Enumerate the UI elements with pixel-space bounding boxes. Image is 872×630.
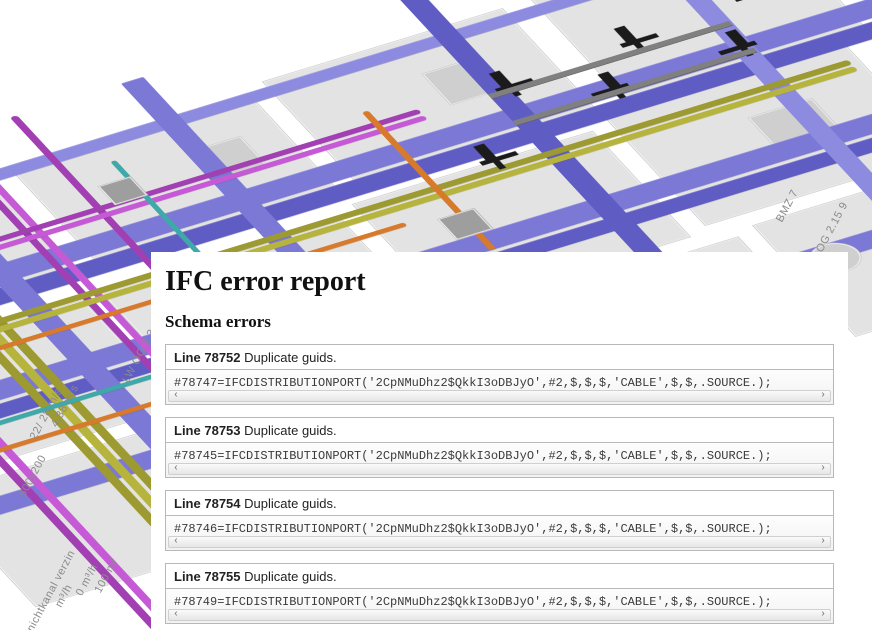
error-line-label: Line [174, 350, 201, 365]
scroll-right-icon[interactable]: › [818, 391, 828, 401]
report-section-title: Schema errors [165, 312, 834, 332]
error-block: Line 78752 Duplicate guids. #78747=IFCDI… [165, 344, 834, 405]
scroll-left-icon[interactable]: ‹ [171, 537, 181, 547]
error-header: Line 78752 Duplicate guids. [165, 344, 834, 369]
error-block: Line 78755 Duplicate guids. #78749=IFCDI… [165, 563, 834, 624]
error-code-text: #78747=IFCDISTRIBUTIONPORT('2CpNMuDhz2$Q… [174, 376, 772, 390]
error-block: Line 78753 Duplicate guids. #78745=IFCDI… [165, 417, 834, 478]
ifc-error-report-panel: IFC error report Schema errors Line 7875… [151, 252, 848, 630]
error-line-number: 78755 [204, 569, 240, 584]
horizontal-scrollbar[interactable]: ‹ › [168, 390, 831, 402]
scroll-right-icon[interactable]: › [818, 610, 828, 620]
error-code-text: #78746=IFCDISTRIBUTIONPORT('2CpNMuDhz2$Q… [174, 522, 772, 536]
error-message: Duplicate guids. [244, 423, 337, 438]
error-message: Duplicate guids. [244, 569, 337, 584]
error-message: Duplicate guids. [244, 350, 337, 365]
error-line-label: Line [174, 569, 201, 584]
error-code[interactable]: #78747=IFCDISTRIBUTIONPORT('2CpNMuDhz2$Q… [165, 369, 834, 405]
error-code-text: #78749=IFCDISTRIBUTIONPORT('2CpNMuDhz2$Q… [174, 595, 772, 609]
horizontal-scrollbar[interactable]: ‹ › [168, 463, 831, 475]
error-code[interactable]: #78745=IFCDISTRIBUTIONPORT('2CpNMuDhz2$Q… [165, 442, 834, 478]
error-line-number: 78752 [204, 350, 240, 365]
error-line-number: 78753 [204, 423, 240, 438]
scroll-right-icon[interactable]: › [818, 464, 828, 474]
error-header: Line 78753 Duplicate guids. [165, 417, 834, 442]
horizontal-scrollbar[interactable]: ‹ › [168, 536, 831, 548]
error-code[interactable]: #78749=IFCDISTRIBUTIONPORT('2CpNMuDhz2$Q… [165, 588, 834, 624]
report-title: IFC error report [165, 266, 834, 298]
error-header: Line 78754 Duplicate guids. [165, 490, 834, 515]
scroll-left-icon[interactable]: ‹ [171, 610, 181, 620]
error-header: Line 78755 Duplicate guids. [165, 563, 834, 588]
scroll-right-icon[interactable]: › [818, 537, 828, 547]
error-code[interactable]: #78746=IFCDISTRIBUTIONPORT('2CpNMuDhz2$Q… [165, 515, 834, 551]
error-code-text: #78745=IFCDISTRIBUTIONPORT('2CpNMuDhz2$Q… [174, 449, 772, 463]
horizontal-scrollbar[interactable]: ‹ › [168, 609, 831, 621]
error-line-number: 78754 [204, 496, 240, 511]
error-message: Duplicate guids. [244, 496, 337, 511]
error-line-label: Line [174, 496, 201, 511]
error-block: Line 78754 Duplicate guids. #78746=IFCDI… [165, 490, 834, 551]
scroll-left-icon[interactable]: ‹ [171, 464, 181, 474]
error-line-label: Line [174, 423, 201, 438]
scroll-left-icon[interactable]: ‹ [171, 391, 181, 401]
